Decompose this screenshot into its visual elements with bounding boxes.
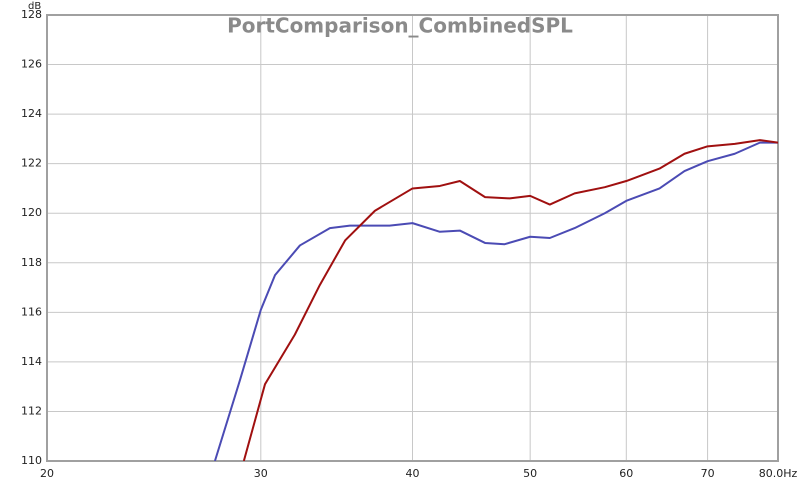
x-tick-label: 80.0Hz (759, 467, 798, 480)
x-tick-label: 70 (701, 467, 715, 480)
y-tick-label: 114 (21, 355, 42, 368)
y-tick-label: 122 (21, 157, 42, 170)
y-tick-label: 110 (21, 454, 42, 467)
y-axis-label: dB (28, 1, 41, 12)
x-tick-label: 30 (254, 467, 268, 480)
plot-frame (46, 14, 779, 462)
x-tick-label: 20 (40, 467, 54, 480)
x-tick-label: 50 (523, 467, 537, 480)
series-line (213, 141, 778, 461)
y-tick-label: 124 (21, 107, 42, 120)
y-tick-label: 112 (21, 404, 42, 417)
y-tick-label: 126 (21, 58, 42, 71)
x-tick-label: 40 (406, 467, 420, 480)
y-tick-label: 128 (21, 8, 42, 21)
y-tick-label: 118 (21, 256, 42, 269)
y-tick-label: 116 (21, 305, 42, 318)
y-tick-label: 120 (21, 206, 42, 219)
x-tick-label: 60 (619, 467, 633, 480)
series-line (242, 139, 778, 461)
chart-title: PortComparison_CombinedSPL (227, 14, 573, 38)
